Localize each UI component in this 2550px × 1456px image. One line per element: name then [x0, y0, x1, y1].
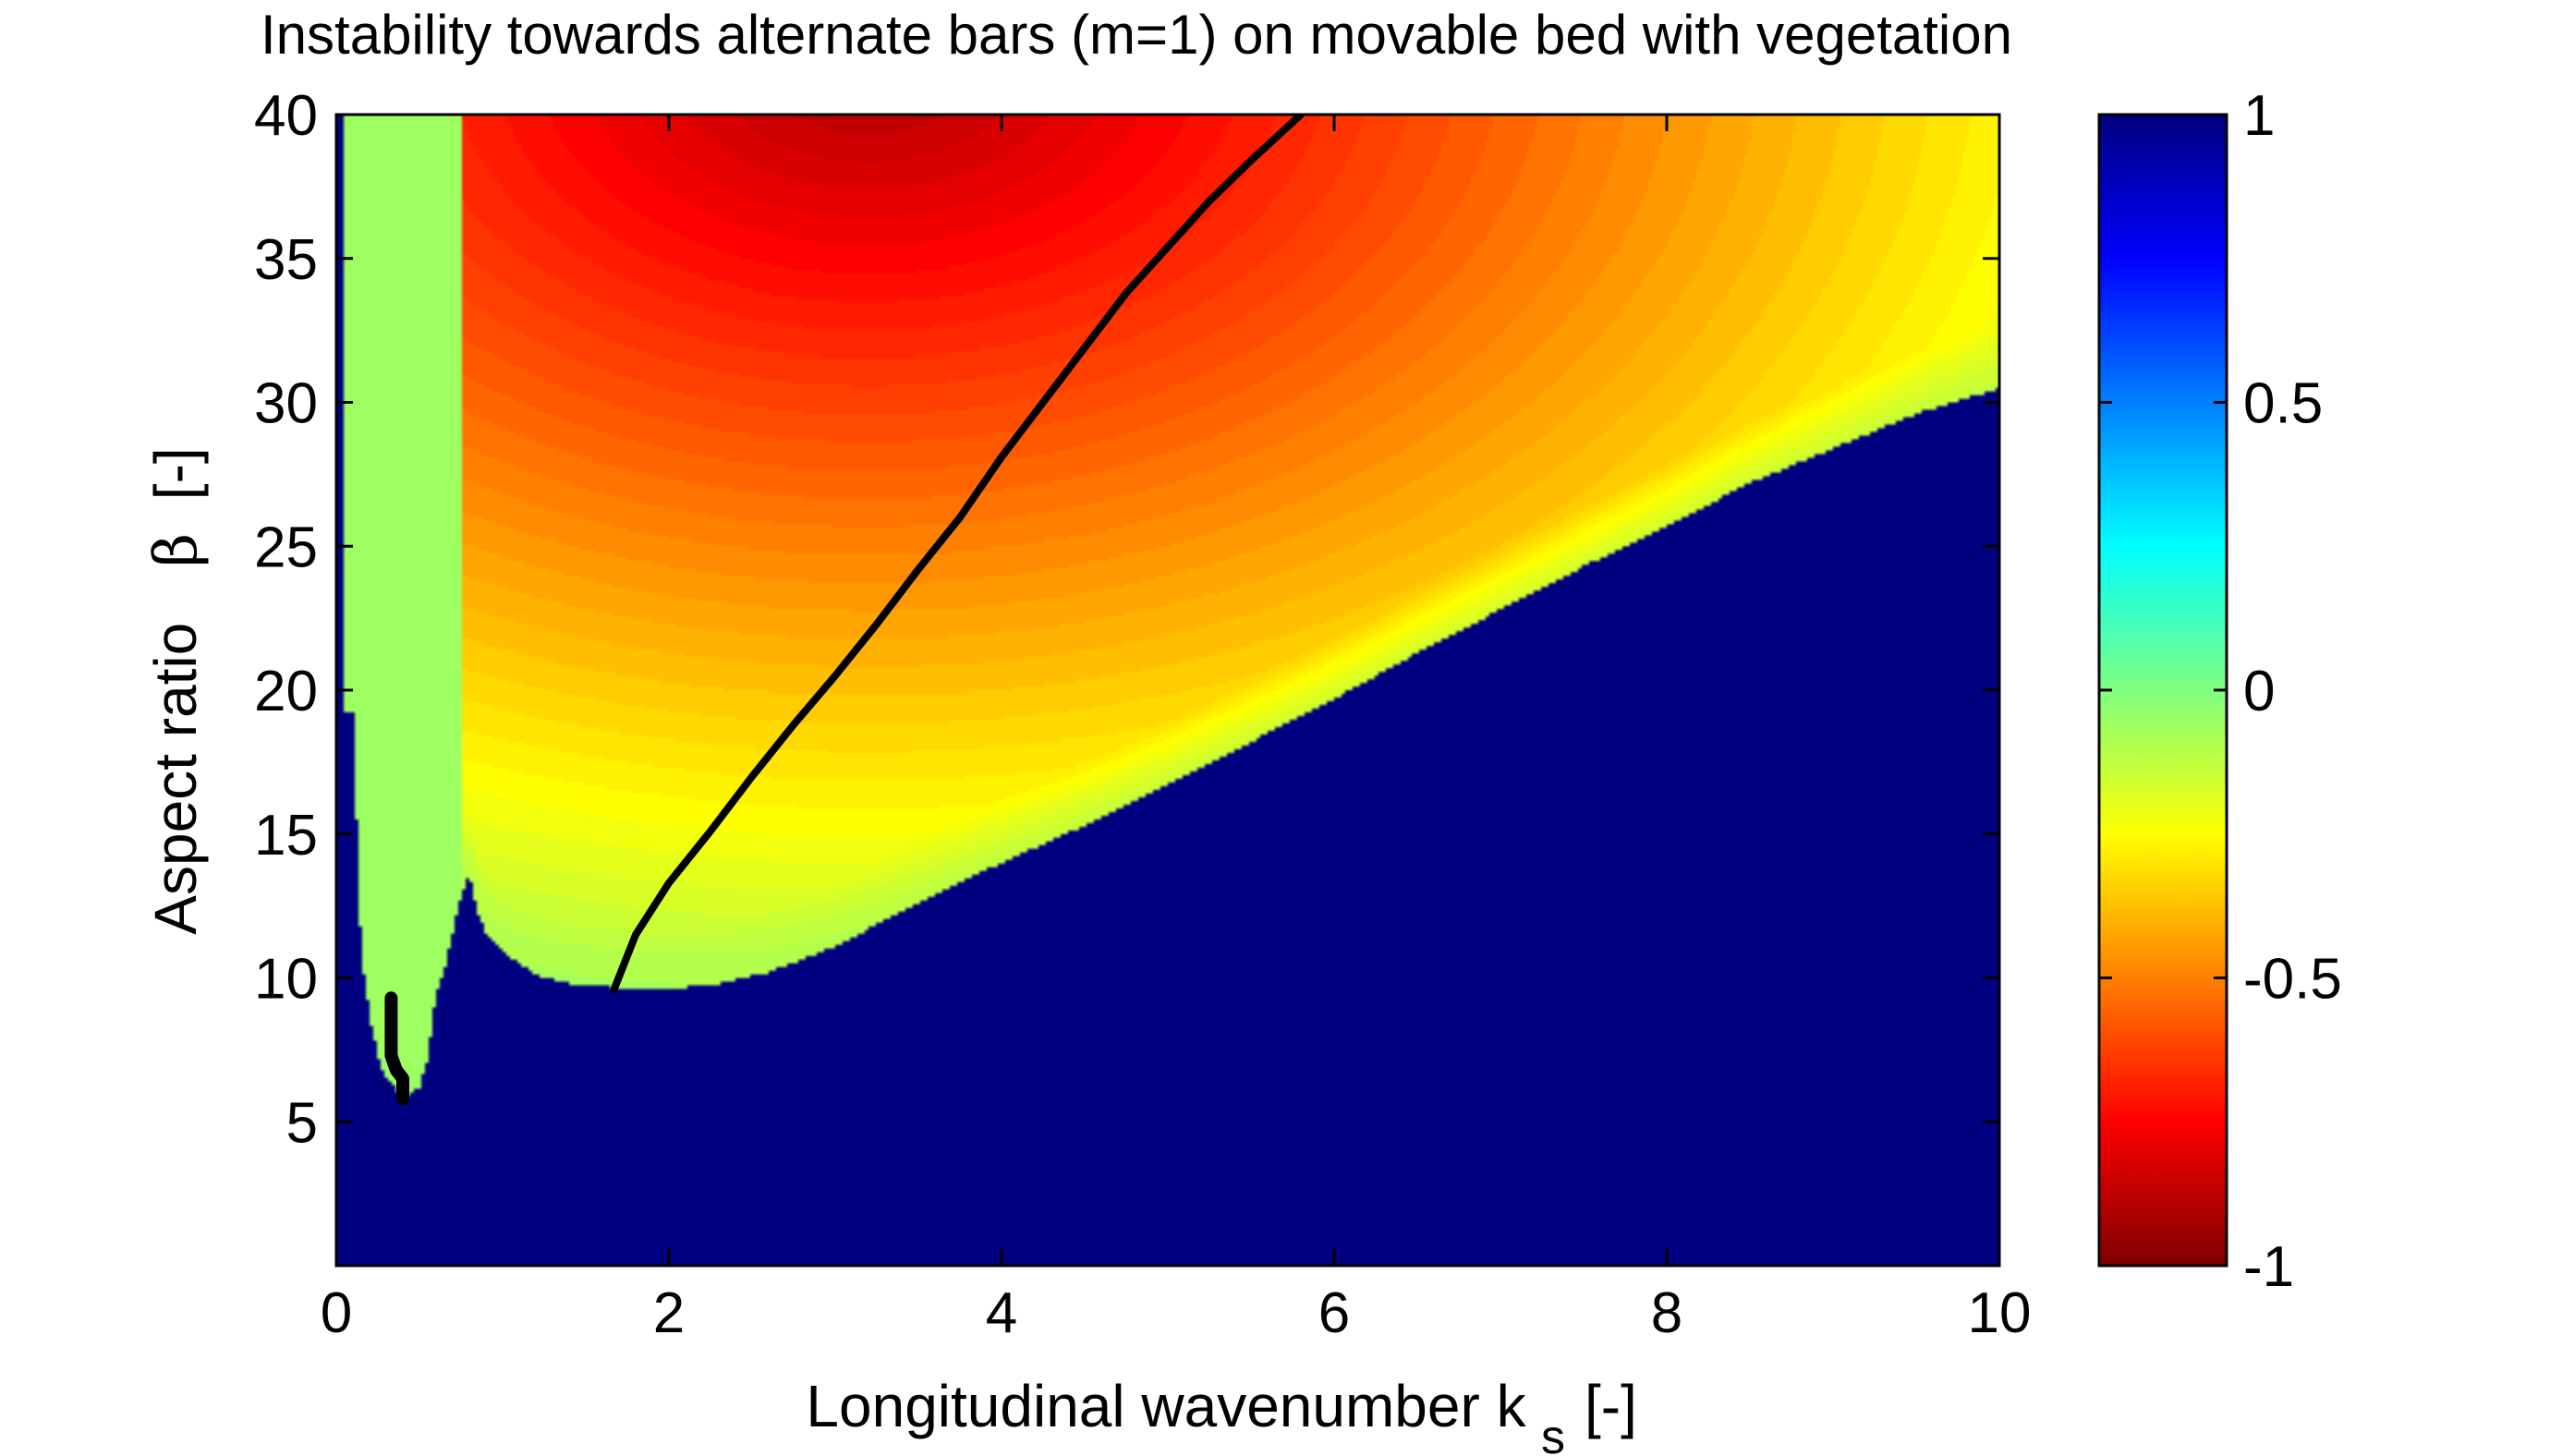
- x-tick-label: 0: [321, 1281, 352, 1345]
- max-growth-curve-main: [610, 115, 1305, 993]
- x-tick-label: 8: [1651, 1281, 1682, 1345]
- svg-text:Aspect ratio β [-]: Aspect ratio β [-]: [142, 447, 211, 934]
- colorbar-ticks: -1 -0.5 0 0.5 1: [2099, 84, 2342, 1299]
- y-tick-label: 30: [254, 372, 318, 436]
- y-tick-label: 15: [254, 804, 318, 868]
- y-tick-label: 10: [254, 948, 318, 1012]
- x-tick-label: 6: [1318, 1281, 1350, 1345]
- x-axis-label: Longitudinal wavenumber k: [806, 1373, 1526, 1439]
- y-axis-label: Aspect ratio β [-]: [142, 447, 211, 934]
- curve-layer: [384, 115, 1305, 1106]
- colorbar-gradient: [2097, 113, 2228, 1268]
- y-tick-label: 40: [254, 84, 318, 148]
- x-axis-label-text: Longitudinal wavenumber k: [806, 1373, 1526, 1439]
- y-axis-label-unit: [-]: [142, 447, 209, 500]
- x-tick-label: 2: [653, 1281, 685, 1345]
- x-axis-ticks: 0 2 4 6 8 10: [321, 115, 2032, 1345]
- colorbar-tick-label: 0: [2243, 660, 2275, 723]
- colorbar-tick-label: -0.5: [2243, 948, 2342, 1012]
- heatmap-field: [336, 115, 1999, 1266]
- y-tick-label: 5: [286, 1091, 318, 1155]
- max-growth-curve-left: [384, 991, 409, 1106]
- y-axis-ticks: 5 10 15 20 25 30 35 40: [254, 84, 1999, 1155]
- x-axis-label-subscript: s: [1541, 1411, 1565, 1456]
- y-axis-label-symbol: β: [142, 533, 211, 567]
- x-tick-label: 4: [986, 1281, 1017, 1345]
- colorbar-tick-label: -1: [2243, 1235, 2294, 1299]
- chart-title: Instability towards alternate bars (m=1)…: [261, 4, 2012, 66]
- y-tick-label: 25: [254, 516, 318, 579]
- y-tick-label: 20: [254, 660, 318, 723]
- colorbar: -1 -0.5 0 0.5 1: [2097, 84, 2342, 1299]
- colorbar-tick-label: 0.5: [2243, 372, 2323, 436]
- y-axis-label-text: Aspect ratio: [142, 623, 209, 935]
- y-tick-label: 35: [254, 228, 318, 292]
- colorbar-tick-label: 1: [2243, 84, 2275, 148]
- plot-area: [334, 113, 2001, 1268]
- x-axis-label-unit: [-]: [1585, 1373, 1637, 1439]
- x-tick-label: 10: [1968, 1281, 2032, 1345]
